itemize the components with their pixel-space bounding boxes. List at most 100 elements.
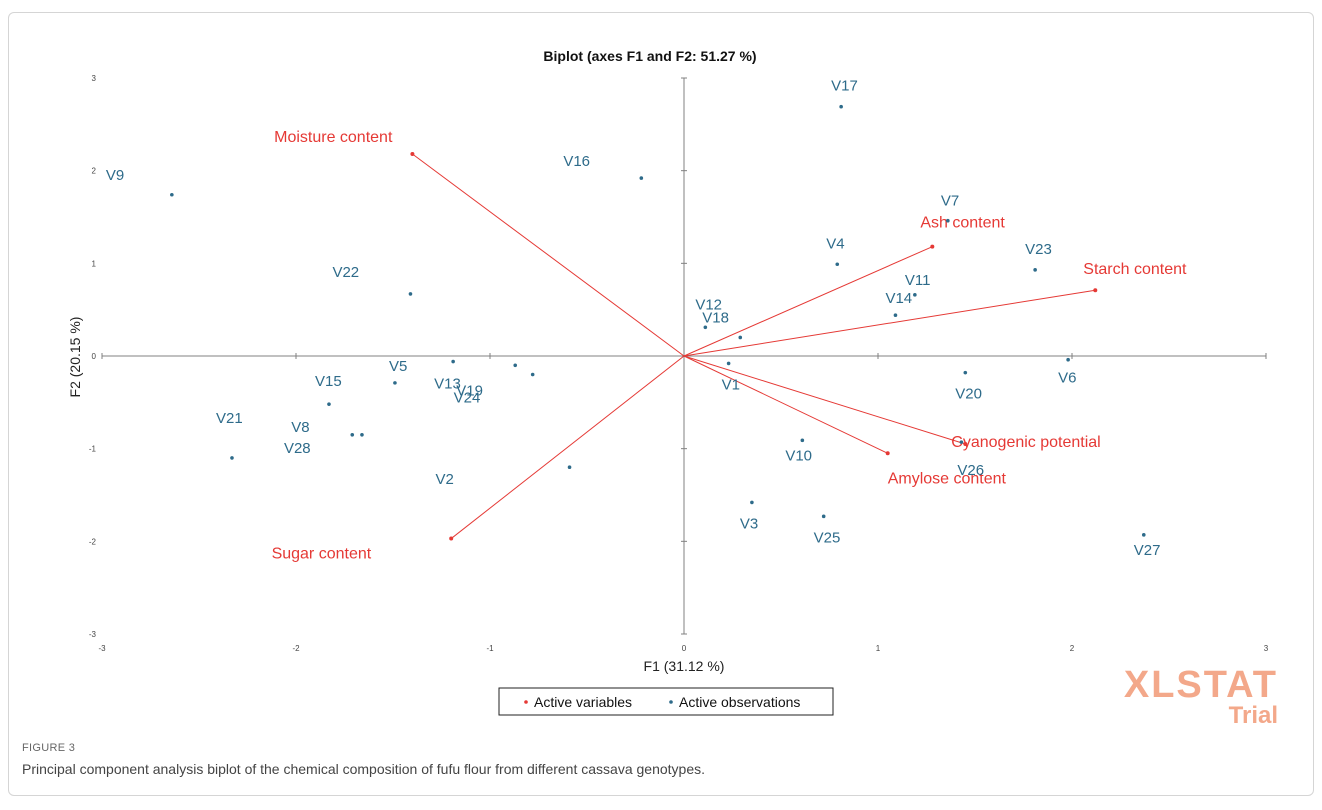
observation-point bbox=[1066, 357, 1070, 362]
observation-label: V21 bbox=[216, 410, 243, 427]
x-axis-title: F1 (31.12 %) bbox=[644, 658, 725, 674]
observation-point bbox=[350, 432, 355, 437]
observation-label: V4 bbox=[826, 235, 844, 252]
x-tick-label: 0 bbox=[682, 644, 687, 653]
observation-point bbox=[946, 218, 950, 223]
observation-point bbox=[750, 500, 754, 505]
y-tick-label: -2 bbox=[89, 537, 97, 546]
observation-label: V15 bbox=[315, 373, 342, 390]
y-tick-label: 2 bbox=[92, 167, 97, 176]
variable-vector bbox=[683, 289, 1096, 357]
variable-point bbox=[930, 244, 935, 249]
observation-label: V11 bbox=[905, 272, 931, 289]
observation-label: V6 bbox=[1058, 370, 1076, 387]
observation-point bbox=[360, 432, 364, 437]
observation-label: V12 bbox=[695, 296, 722, 313]
variable-point bbox=[885, 451, 890, 456]
x-tick-label: -3 bbox=[98, 644, 106, 653]
observation-label: V8 bbox=[291, 419, 309, 436]
observation-point bbox=[513, 363, 518, 368]
observation-point bbox=[738, 335, 743, 340]
variable-point bbox=[963, 442, 968, 447]
observation-label: V9 bbox=[106, 167, 124, 184]
observation-label: V1 bbox=[722, 376, 740, 393]
observation-label: V13 bbox=[434, 376, 461, 393]
observation-point bbox=[839, 104, 843, 109]
variable-vectors: Moisture content Ash content Starch conten… bbox=[272, 129, 1187, 563]
variable-point bbox=[410, 151, 415, 156]
observation-label: V25 bbox=[814, 529, 841, 546]
variable-label: Moisture content bbox=[274, 129, 393, 146]
y-tick-label: 3 bbox=[92, 74, 97, 83]
observation-points: V1 V2 V3 V4 V5 V6 V7 V8 V9 V10 V11 V12 V13 V14 V15 V16 V… bbox=[106, 78, 1161, 559]
observation-label: V18 bbox=[702, 309, 729, 326]
observation-point bbox=[230, 456, 234, 460]
observation-label: V24 bbox=[454, 390, 481, 407]
variable-label: Cyanogenic potential bbox=[951, 434, 1100, 451]
observation-point bbox=[1141, 533, 1146, 537]
legend-variables-label: Active variables bbox=[534, 694, 632, 710]
x-tick-label: 1 bbox=[876, 644, 881, 653]
observation-label: V27 bbox=[1134, 542, 1161, 559]
observation-point bbox=[530, 372, 535, 377]
watermark-sub: Trial bbox=[1228, 702, 1278, 729]
observation-point bbox=[726, 361, 731, 366]
observation-point bbox=[963, 370, 968, 375]
observation-point bbox=[835, 262, 840, 267]
figure-label: FIGURE 3 bbox=[22, 742, 76, 754]
observation-point bbox=[567, 465, 572, 470]
observation-point bbox=[959, 440, 964, 444]
x-tick-label: -2 bbox=[292, 644, 300, 653]
variable-label: Starch content bbox=[1083, 261, 1187, 278]
observation-label: V2 bbox=[436, 471, 454, 488]
variable-point bbox=[1093, 288, 1098, 293]
variable-label: Ash content bbox=[920, 215, 1005, 232]
observation-point bbox=[913, 293, 917, 297]
observation-label: V3 bbox=[740, 515, 758, 532]
variable-vector bbox=[683, 355, 966, 445]
observation-point bbox=[327, 402, 331, 406]
observation-label: V19 bbox=[456, 382, 483, 399]
legend-observations-marker bbox=[669, 700, 673, 704]
observation-point bbox=[639, 176, 644, 180]
watermark-main: XLSTAT bbox=[1123, 664, 1278, 706]
y-tick-label: -3 bbox=[89, 630, 97, 639]
observation-point bbox=[893, 313, 898, 318]
variable-point bbox=[449, 536, 454, 541]
observation-label: V7 bbox=[941, 193, 959, 210]
observation-label: V23 bbox=[1025, 241, 1052, 258]
y-tick-label: 0 bbox=[92, 352, 97, 361]
legend-observations-label: Active observations bbox=[679, 694, 800, 710]
variable-vector bbox=[450, 355, 685, 539]
observation-point bbox=[393, 381, 397, 385]
legend-variables-marker bbox=[524, 700, 528, 704]
observation-label: V5 bbox=[389, 358, 407, 375]
legend-box bbox=[498, 687, 834, 716]
x-tick-label: 2 bbox=[1070, 644, 1075, 653]
xlstat-trial-watermark: XLSTAT Trial bbox=[1078, 666, 1278, 728]
figure-frame bbox=[8, 12, 1314, 796]
variable-vector bbox=[683, 246, 933, 357]
observation-point bbox=[1033, 268, 1037, 272]
observation-label: V28 bbox=[284, 440, 311, 457]
observation-point bbox=[821, 514, 826, 519]
observation-label: V20 bbox=[955, 386, 982, 403]
x-tick-label: 3 bbox=[1264, 644, 1269, 653]
variable-label: Amylose content bbox=[888, 470, 1007, 487]
variable-vector bbox=[683, 355, 888, 454]
observation-label: V26 bbox=[957, 462, 984, 479]
y-tick-label: 1 bbox=[92, 259, 97, 268]
observation-label: V14 bbox=[885, 290, 912, 307]
observation-point bbox=[408, 292, 413, 296]
observation-point bbox=[703, 325, 708, 330]
observation-point bbox=[800, 438, 805, 443]
observation-point bbox=[451, 359, 455, 364]
y-axis-title: F2 (20.15 %) bbox=[67, 317, 83, 398]
chart-title: Biplot (axes F1 and F2: 51.27 %) bbox=[543, 48, 756, 64]
observation-label: V10 bbox=[785, 447, 812, 464]
chart-legend: Active variables Active observations bbox=[498, 687, 834, 716]
observation-label: V16 bbox=[563, 153, 590, 170]
y-tick-label: -1 bbox=[89, 445, 97, 454]
variable-vector bbox=[412, 153, 685, 357]
